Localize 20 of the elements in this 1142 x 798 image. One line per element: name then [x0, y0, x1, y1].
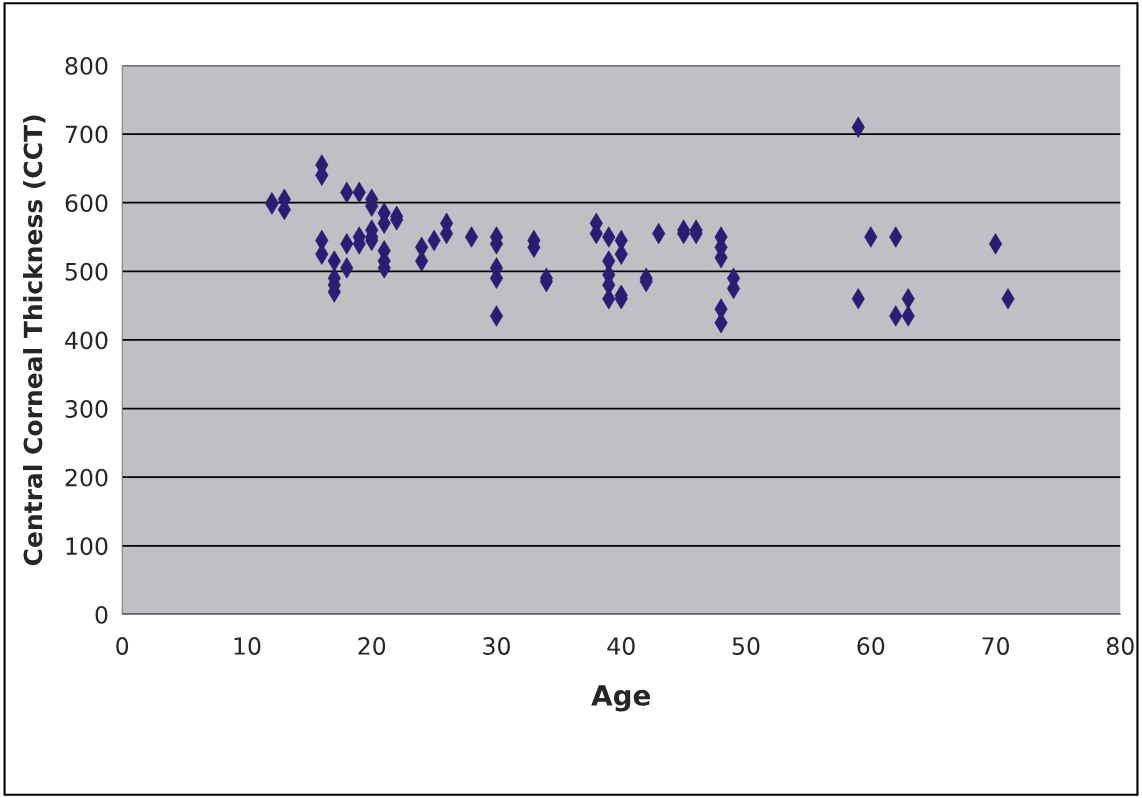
y-tick-label: 0 — [95, 605, 108, 624]
x-tick-label: 60 — [857, 637, 885, 655]
x-tick-label: 0 — [116, 637, 129, 655]
x-tick-label: 20 — [358, 637, 386, 655]
y-tick-label: 100 — [66, 537, 108, 556]
y-tick-label: 600 — [65, 194, 108, 212]
y-tick-label: 500 — [65, 262, 108, 281]
y-tick-label: 800 — [65, 56, 108, 75]
x-tick-label: 40 — [607, 637, 635, 655]
y-tick-label: 300 — [65, 400, 108, 418]
x-tick-label: 70 — [982, 637, 1009, 655]
y-axis-title: Central Corneal Thickness (CCT) — [23, 115, 46, 566]
x-tick-label: 10 — [234, 637, 261, 655]
x-tick-label: 30 — [483, 637, 510, 655]
y-tick-label: 400 — [65, 331, 108, 350]
y-tick-label: 700 — [65, 125, 108, 144]
y-tick-label: 200 — [65, 468, 108, 487]
x-tick-label: 80 — [1106, 637, 1134, 655]
x-axis-title: Age — [591, 685, 651, 712]
x-tick-label: 50 — [732, 637, 760, 655]
